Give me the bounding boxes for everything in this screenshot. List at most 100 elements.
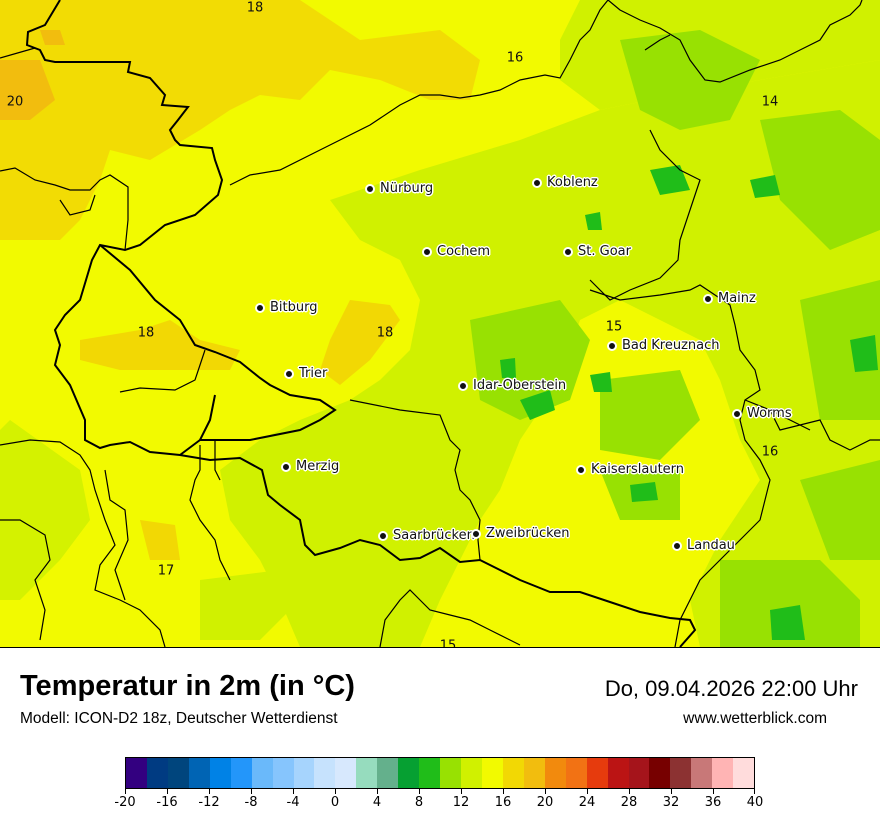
- colorbar-tick-label: -4: [286, 795, 300, 810]
- isotherm-label: 14: [761, 94, 779, 110]
- city-label: Bitburg: [270, 300, 318, 315]
- city-marker: Bad Kreuznach: [607, 338, 720, 353]
- colorbar-segment: [481, 758, 503, 788]
- model-source: Modell: ICON-D2 18z, Deutscher Wetterdie…: [20, 710, 338, 727]
- colorbar-segment: [377, 758, 399, 788]
- city-dot-icon: [281, 461, 291, 472]
- colorbar-segment: [523, 758, 545, 788]
- city-marker: Idar-Oberstein: [458, 378, 566, 393]
- colorbar-segment: [733, 758, 755, 788]
- city-label: Idar-Oberstein: [473, 378, 567, 393]
- colorbar-segment: [272, 758, 294, 788]
- city-label: Cochem: [437, 244, 491, 259]
- colorbar-segment: [314, 758, 336, 788]
- city-dot-icon: [378, 530, 388, 541]
- isotherm-label: 16: [506, 50, 524, 66]
- colorbar-segment: [440, 758, 461, 788]
- colorbar-tick: [587, 789, 588, 794]
- colorbar-tick: [545, 789, 546, 794]
- city-label: Zweibrücken: [486, 526, 570, 541]
- colorbar-tick: [461, 789, 462, 794]
- city-dot-icon: [607, 340, 617, 351]
- isotherm-label: 15: [439, 638, 457, 648]
- colorbar-segment: [167, 758, 189, 788]
- city-dot-icon: [532, 177, 542, 188]
- isotherm-label: 20: [6, 94, 24, 110]
- city-label: Trier: [299, 366, 328, 381]
- colorbar-tick-label: -20: [114, 795, 136, 810]
- city-dot-icon: [672, 540, 682, 551]
- colorbar-segment: [670, 758, 692, 788]
- valid-datetime: Do, 09.04.2026 22:00 Uhr: [604, 676, 858, 701]
- colorbar-tick: [754, 789, 755, 794]
- colorbar-tick: [125, 789, 126, 794]
- colorbar-segment: [188, 758, 210, 788]
- isotherm-label: 18: [137, 325, 155, 341]
- colorbar-segment: [251, 758, 273, 788]
- city-dot-icon: [255, 302, 265, 313]
- colorbar-tick-label: 40: [746, 795, 764, 810]
- colorbar-tick-label: 20: [536, 795, 554, 810]
- city-marker: Zweibrücken: [471, 526, 569, 541]
- city-marker: St. Goar: [563, 244, 631, 259]
- temperature-field: [0, 0, 880, 647]
- city-marker: Saarbrücken: [378, 528, 475, 543]
- city-marker: Mainz: [703, 291, 756, 306]
- colorbar-segment: [607, 758, 629, 788]
- city-label: Nürburg: [380, 181, 434, 196]
- colorbar-segment: [586, 758, 608, 788]
- city-marker: Bitburg: [255, 300, 318, 315]
- colorbar-segment: [293, 758, 315, 788]
- city-marker: Koblenz: [532, 175, 598, 190]
- city-dot-icon: [703, 293, 713, 304]
- colorbar-segment: [419, 758, 441, 788]
- colorbar-segment: [335, 758, 357, 788]
- city-marker: Worms: [732, 406, 792, 421]
- colorbar-segment: [712, 758, 734, 788]
- city-marker: Merzig: [281, 459, 339, 474]
- colorbar-tick-label: 12: [452, 795, 470, 810]
- city-dot-icon: [471, 528, 481, 539]
- colorbar-tick: [335, 789, 336, 794]
- city-label: Koblenz: [547, 175, 598, 190]
- city-marker: Trier: [284, 366, 327, 381]
- colorbar-tick: [251, 789, 252, 794]
- city-label: St. Goar: [578, 244, 631, 259]
- city-dot-icon: [732, 408, 742, 419]
- colorbar-segment: [691, 758, 713, 788]
- isotherm-label: 15: [605, 319, 623, 335]
- isotherm-label: 17: [157, 563, 175, 579]
- colorbar-segment: [628, 758, 650, 788]
- city-label: Worms: [747, 406, 792, 421]
- colorbar-tick-label: 24: [578, 795, 596, 810]
- city-label: Mainz: [718, 291, 756, 306]
- city-label: Saarbrücken: [393, 528, 475, 543]
- city-label: Kaiserslautern: [591, 462, 685, 477]
- colorbar-segment: [461, 758, 482, 788]
- website-link[interactable]: www.wetterblick.com: [683, 710, 827, 727]
- colorbar-segment: [565, 758, 587, 788]
- city-label: Bad Kreuznach: [622, 338, 720, 353]
- city-dot-icon: [576, 464, 586, 475]
- temperature-map: 18 16 20 14 18 18 15 16 17 15 Nürburg Koblenz Coche…: [0, 0, 880, 648]
- map-title: Temperatur in 2m (in °C): [20, 670, 355, 702]
- colorbar-tick-label: 4: [372, 795, 382, 810]
- colorbar-segment: [146, 758, 168, 788]
- colorbar-tick: [209, 789, 210, 794]
- colorbar-tick: [167, 789, 168, 794]
- colorbar-segment: [356, 758, 378, 788]
- colorbar-tick: [419, 789, 420, 794]
- colorbar-segment: [230, 758, 252, 788]
- colorbar-tick-label: 16: [494, 795, 512, 810]
- city-marker: Landau: [672, 538, 735, 553]
- colorbar-tick: [713, 789, 714, 794]
- city-dot-icon: [422, 246, 432, 257]
- colorbar-tick: [671, 789, 672, 794]
- colorbar-ticks: -20 -16 -12 -8 -4 0 4 8 12 16 20 24 28 32 36 40: [114, 789, 763, 819]
- colorbar-tick: [377, 789, 378, 794]
- colorbar-tick: [503, 789, 504, 794]
- city-marker: Cochem: [422, 244, 490, 259]
- city-label: Merzig: [296, 459, 340, 474]
- colorbar-tick: [629, 789, 630, 794]
- city-marker: Kaiserslautern: [576, 462, 684, 477]
